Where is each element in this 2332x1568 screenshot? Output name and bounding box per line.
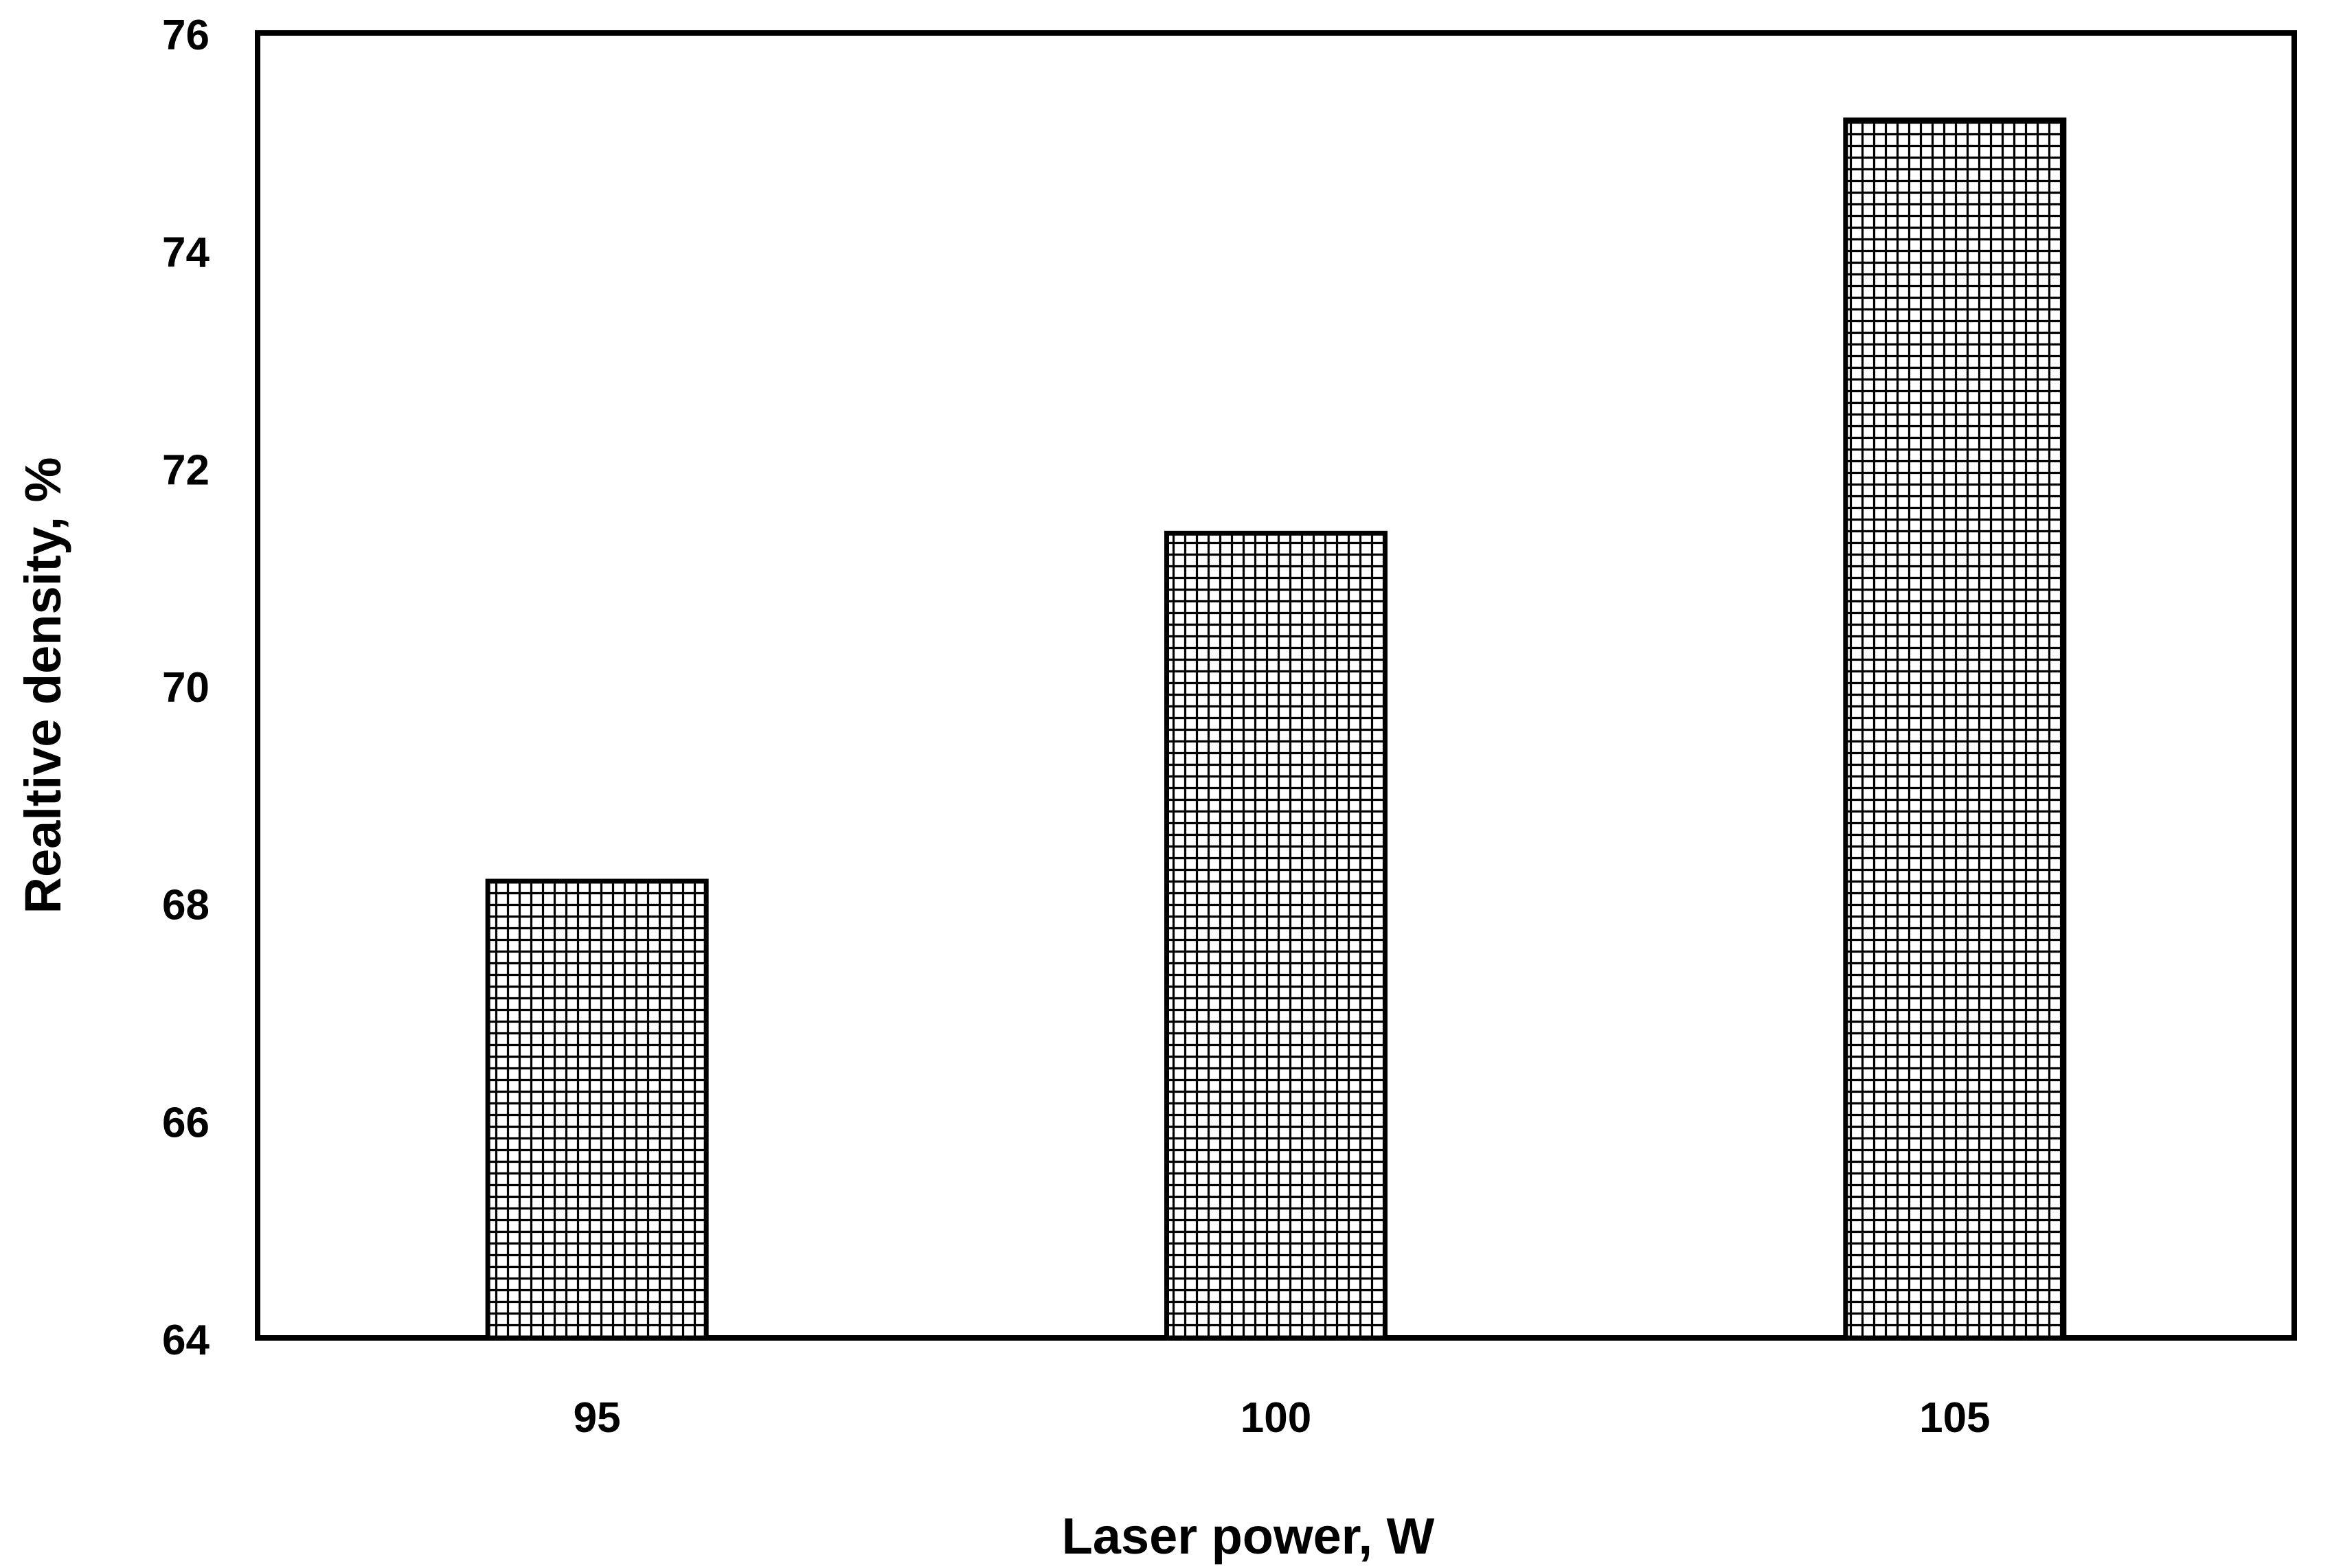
- y-tick-label: 74: [162, 229, 210, 277]
- y-tick-label: 64: [162, 1317, 210, 1364]
- y-tick-label: 76: [162, 12, 210, 59]
- y-tick-label: 68: [162, 882, 210, 929]
- y-tick-label: 72: [162, 446, 210, 494]
- bar-95: [485, 878, 709, 1341]
- bar-100: [1164, 530, 1388, 1341]
- x-tick-label: 95: [574, 1394, 621, 1442]
- y-tick-label: 70: [162, 664, 210, 712]
- x-axis-label: Laser power, W: [1062, 1508, 1435, 1565]
- bars: [485, 117, 2067, 1341]
- x-tick-label: 100: [1241, 1394, 1311, 1442]
- y-axis-label: Realtive density, %: [14, 457, 71, 914]
- y-axis-ticks: 64 66 68 70 72 74 76: [162, 12, 210, 1364]
- x-axis-ticks: 95 100 105: [574, 1394, 1991, 1442]
- bar-105: [1843, 117, 2067, 1341]
- y-tick-label: 66: [162, 1099, 210, 1146]
- x-tick-label: 105: [1919, 1394, 1990, 1442]
